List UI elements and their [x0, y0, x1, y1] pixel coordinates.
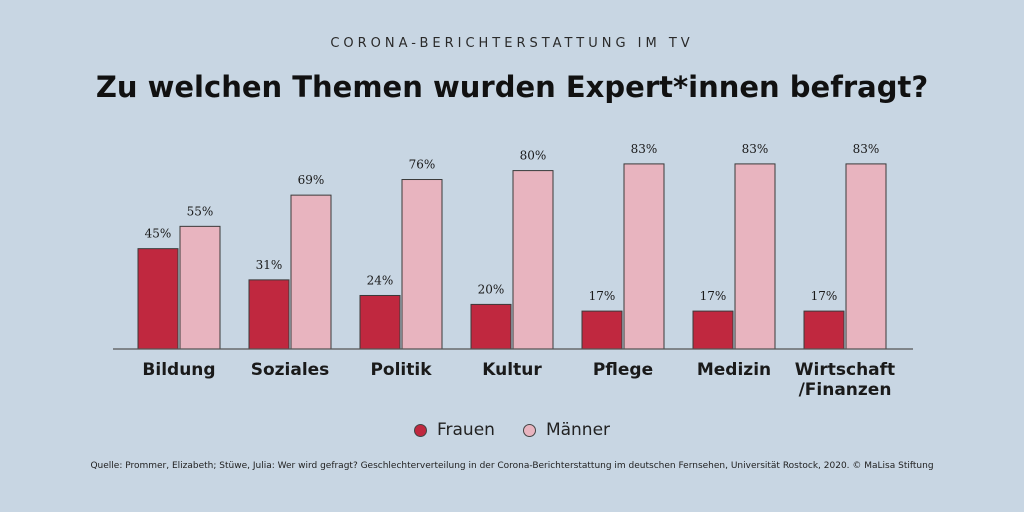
category-label: Bildung: [142, 360, 215, 380]
legend-swatch-frauen: [413, 423, 427, 437]
legend-item-frauen: Frauen: [413, 420, 495, 440]
bar-frauen: [470, 303, 512, 350]
bar-maenner: [734, 163, 776, 350]
bar-frauen: [359, 294, 401, 350]
data-label-maenner: 76%: [409, 158, 436, 172]
bar-frauen: [581, 310, 623, 350]
bar-maenner: [845, 163, 887, 350]
category-label: Pflege: [593, 360, 653, 380]
data-label-frauen: 24%: [367, 273, 394, 287]
bar-maenner: [623, 163, 665, 350]
bar-frauen: [248, 279, 290, 350]
bar-maenner: [512, 170, 554, 350]
category-label: Politik: [370, 360, 432, 380]
bar-frauen: [803, 310, 845, 350]
data-label-frauen: 17%: [811, 289, 838, 303]
bar-maenner: [401, 179, 443, 350]
data-label-frauen: 20%: [478, 282, 505, 296]
data-label-maenner: 80%: [520, 149, 547, 163]
legend: Frauen Männer: [0, 420, 1024, 440]
data-label-frauen: 17%: [589, 289, 616, 303]
bar-maenner: [290, 194, 332, 350]
legend-label-maenner: Männer: [545, 420, 611, 440]
legend-item-maenner: Männer: [522, 420, 611, 440]
bar-maenner: [179, 225, 221, 350]
legend-label-frauen: Frauen: [436, 420, 495, 440]
category-label: Soziales: [251, 360, 330, 380]
data-label-frauen: 17%: [700, 289, 727, 303]
data-label-maenner: 83%: [742, 142, 769, 156]
chart-title: Zu welchen Themen wurden Expert*innen be…: [95, 70, 929, 104]
category-label: Medizin: [697, 360, 771, 380]
data-label-maenner: 83%: [631, 142, 658, 156]
legend-swatch-maenner: [522, 423, 536, 437]
category-label: Kultur: [482, 360, 542, 380]
data-label-maenner: 83%: [853, 142, 880, 156]
data-label-frauen: 31%: [256, 258, 283, 272]
source-note: Quelle: Prommer, Elizabeth; Stüwe, Julia…: [90, 461, 934, 471]
category-label: /Finanzen: [799, 380, 892, 400]
category-label: Wirtschaft: [795, 360, 895, 380]
data-label-maenner: 69%: [298, 173, 325, 187]
bar-frauen: [692, 310, 734, 350]
chart-subtitle: CORONA-BERICHTERSTATTUNG IM TV: [330, 36, 694, 51]
data-label-frauen: 45%: [145, 227, 172, 241]
bar-frauen: [137, 248, 179, 350]
data-label-maenner: 55%: [187, 204, 214, 218]
